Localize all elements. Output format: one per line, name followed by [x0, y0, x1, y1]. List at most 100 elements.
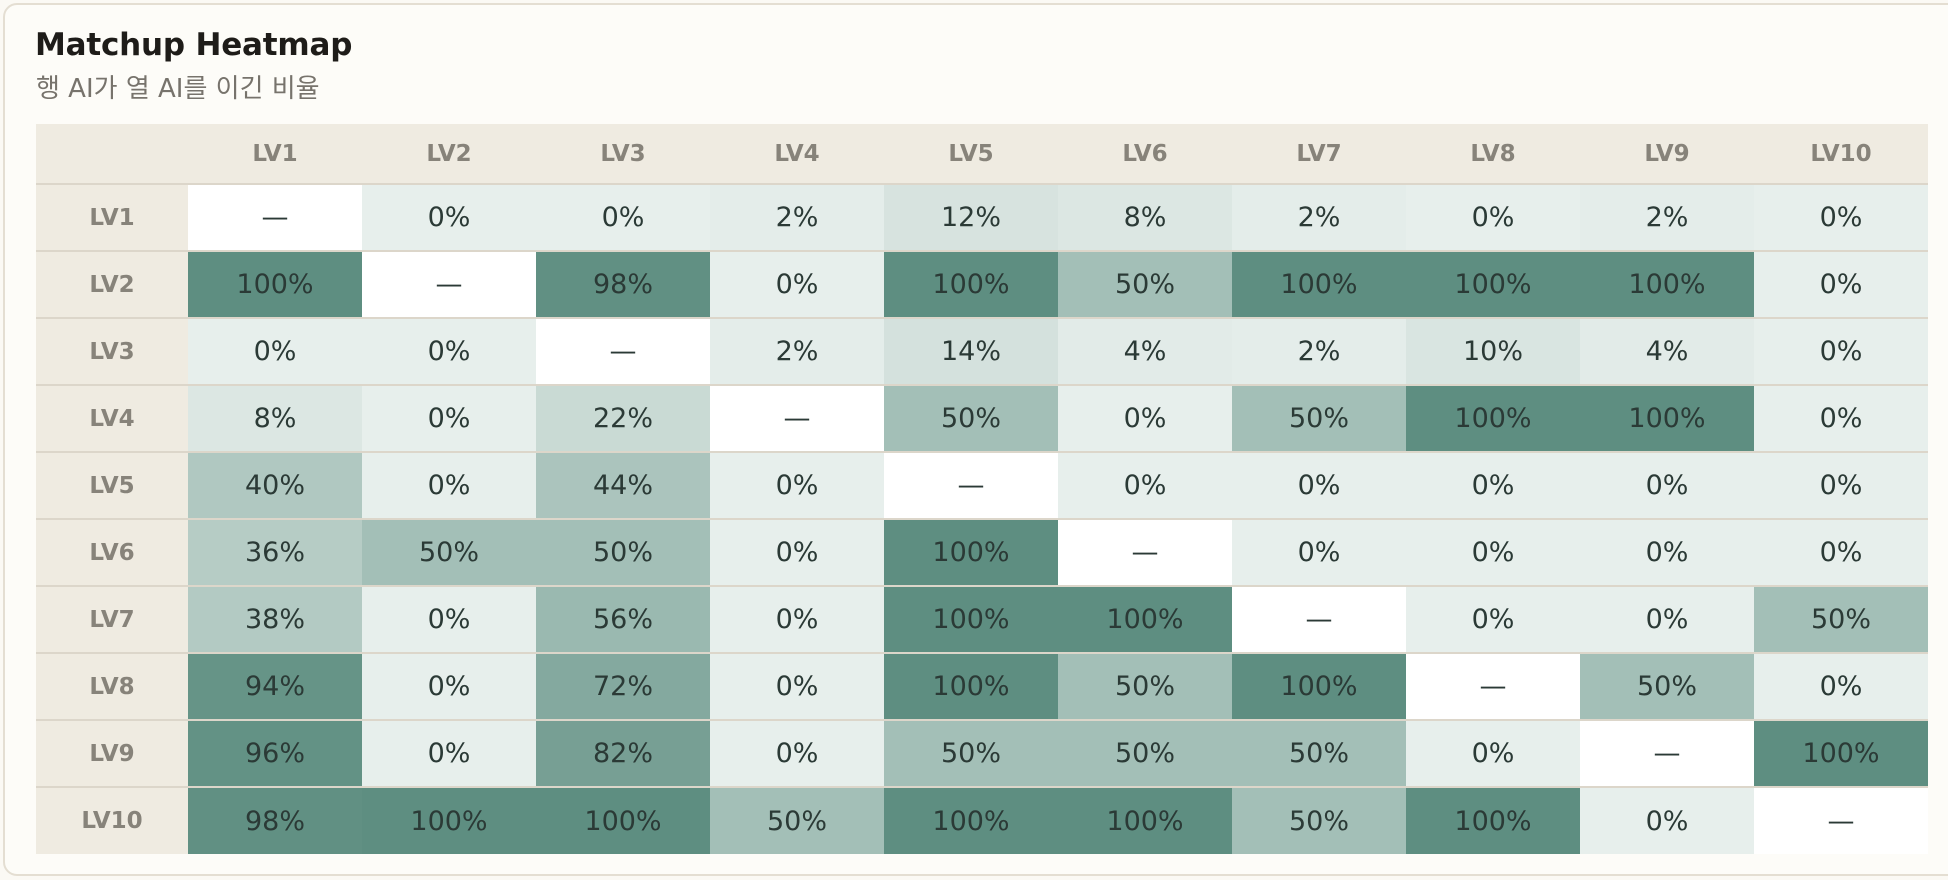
heatmap-cell: 82% [536, 720, 710, 788]
heatmap-row-lv6: LV6 36% 50% 50% 0% 100% —0% 0% 0% 0% [36, 519, 1928, 587]
heatmap-cell: 0% [1406, 586, 1580, 654]
heatmap-cell: 100% [1406, 251, 1580, 319]
heatmap-cell: 50% [1232, 720, 1406, 788]
heatmap-cell: 0% [1754, 653, 1928, 721]
heatmap-cell: 50% [536, 519, 710, 587]
heatmap-cell-diagonal: — [362, 251, 536, 319]
heatmap-cell: 4% [1580, 318, 1754, 386]
heatmap-cell: 2% [1232, 318, 1406, 386]
heatmap-cell: 72% [536, 653, 710, 721]
heatmap-cell: 0% [1406, 519, 1580, 587]
column-header-lv9: LV9 [1580, 124, 1754, 185]
heatmap-cell: 0% [536, 184, 710, 252]
heatmap-row-lv9: LV9 96% 0% 82% 0% 50% 50% 50% 0% —100% [36, 720, 1928, 788]
heatmap-row-lv4: LV4 8% 0% 22% —50% 0% 50% 100% 100% 0% [36, 385, 1928, 453]
heatmap-cell: 50% [884, 385, 1058, 453]
chart-title: Matchup Heatmap [35, 27, 353, 63]
column-header-lv6: LV6 [1058, 124, 1232, 185]
matchup-heatmap-table: LV1 LV2 LV3 LV4 LV5 LV6 LV7 LV8 LV9 LV10 LV1—0% 0%… [36, 124, 1928, 854]
column-header-row: LV1 LV2 LV3 LV4 LV5 LV6 LV7 LV8 LV9 LV10 [36, 124, 1928, 185]
column-header-lv5: LV5 [884, 124, 1058, 185]
heatmap-cell-diagonal: — [1406, 653, 1580, 721]
heatmap-cell-diagonal: — [1754, 787, 1928, 854]
column-header-lv10: LV10 [1754, 124, 1928, 185]
heatmap-cell: 100% [884, 251, 1058, 319]
heatmap-cell: 0% [1232, 452, 1406, 520]
heatmap-cell: 0% [710, 251, 884, 319]
chart-subtitle: 행 AI가 열 AI를 이긴 비율 [36, 74, 320, 104]
heatmap-cell: 0% [1580, 787, 1754, 854]
heatmap-cell: 0% [1754, 452, 1928, 520]
heatmap-body: LV1—0% 0% 2% 12% 8% 2% 0% 2% 0% LV2 100% —98% 0% 100%… [36, 184, 1928, 854]
heatmap-cell: 100% [1580, 251, 1754, 319]
heatmap-cell: 0% [710, 452, 884, 520]
heatmap-cell: 0% [1406, 184, 1580, 252]
heatmap-cell: 0% [1406, 720, 1580, 788]
heatmap-cell: 40% [188, 452, 362, 520]
heatmap-cell: 0% [362, 452, 536, 520]
heatmap-cell: 100% [884, 653, 1058, 721]
heatmap-cell-diagonal: — [536, 318, 710, 386]
heatmap-cell: 0% [1058, 452, 1232, 520]
column-header-lv8: LV8 [1406, 124, 1580, 185]
heatmap-cell: 0% [710, 653, 884, 721]
heatmap-cell: 100% [1754, 720, 1928, 788]
heatmap-cell-diagonal: — [188, 184, 362, 252]
heatmap-cell-diagonal: — [710, 385, 884, 453]
heatmap-cell: 100% [1232, 251, 1406, 319]
heatmap-cell: 100% [884, 787, 1058, 854]
column-header-lv3: LV3 [536, 124, 710, 185]
row-header-lv3: LV3 [36, 318, 188, 386]
heatmap-cell-diagonal: — [1580, 720, 1754, 788]
heatmap-cell: 0% [1580, 586, 1754, 654]
row-header-lv6: LV6 [36, 519, 188, 587]
heatmap-cell: 0% [1232, 519, 1406, 587]
heatmap-cell: 0% [188, 318, 362, 386]
heatmap-cell: 0% [362, 385, 536, 453]
heatmap-cell: 50% [1058, 653, 1232, 721]
heatmap-cell: 8% [188, 385, 362, 453]
heatmap-cell: 0% [362, 720, 536, 788]
heatmap-cell: 38% [188, 586, 362, 654]
row-header-lv8: LV8 [36, 653, 188, 721]
heatmap-cell: 36% [188, 519, 362, 587]
column-header-lv1: LV1 [188, 124, 362, 185]
heatmap-cell: 0% [1058, 385, 1232, 453]
heatmap-row-lv10: LV10 98% 100% 100% 50% 100% 100% 50% 100% 0% — [36, 787, 1928, 854]
heatmap-cell: 50% [362, 519, 536, 587]
heatmap-cell: 14% [884, 318, 1058, 386]
heatmap-cell: 0% [710, 586, 884, 654]
heatmap-cell-diagonal: — [1058, 519, 1232, 587]
heatmap-cell: 0% [1754, 519, 1928, 587]
row-header-lv9: LV9 [36, 720, 188, 788]
heatmap-cell: 8% [1058, 184, 1232, 252]
heatmap-card: Matchup Heatmap 행 AI가 열 AI를 이긴 비율 LV1 LV2… [3, 3, 1948, 876]
row-header-lv5: LV5 [36, 452, 188, 520]
heatmap-cell: 98% [536, 251, 710, 319]
heatmap-cell: 100% [1580, 385, 1754, 453]
heatmap-cell: 94% [188, 653, 362, 721]
heatmap-cell: 44% [536, 452, 710, 520]
heatmap-cell: 0% [710, 519, 884, 587]
heatmap-row-lv5: LV5 40% 0% 44% 0% —0% 0% 0% 0% 0% [36, 452, 1928, 520]
heatmap-row-lv3: LV3 0% 0% —2% 14% 4% 2% 10% 4% 0% [36, 318, 1928, 386]
heatmap-cell: 100% [884, 586, 1058, 654]
column-header-lv7: LV7 [1232, 124, 1406, 185]
heatmap-cell: 2% [710, 184, 884, 252]
heatmap-row-lv7: LV7 38% 0% 56% 0% 100% 100% —0% 0% 50% [36, 586, 1928, 654]
heatmap-cell: 50% [1580, 653, 1754, 721]
heatmap-cell-diagonal: — [884, 452, 1058, 520]
heatmap-cell: 22% [536, 385, 710, 453]
heatmap-cell: 100% [362, 787, 536, 854]
heatmap-cell: 50% [1232, 385, 1406, 453]
row-header-lv7: LV7 [36, 586, 188, 654]
row-header-lv10: LV10 [36, 787, 188, 854]
heatmap-cell: 2% [710, 318, 884, 386]
row-header-lv2: LV2 [36, 251, 188, 319]
heatmap-cell: 96% [188, 720, 362, 788]
heatmap-cell: 50% [1058, 720, 1232, 788]
heatmap-cell: 0% [1406, 452, 1580, 520]
heatmap-cell: 0% [1754, 251, 1928, 319]
heatmap-cell: 100% [1406, 787, 1580, 854]
heatmap-cell: 0% [1754, 184, 1928, 252]
